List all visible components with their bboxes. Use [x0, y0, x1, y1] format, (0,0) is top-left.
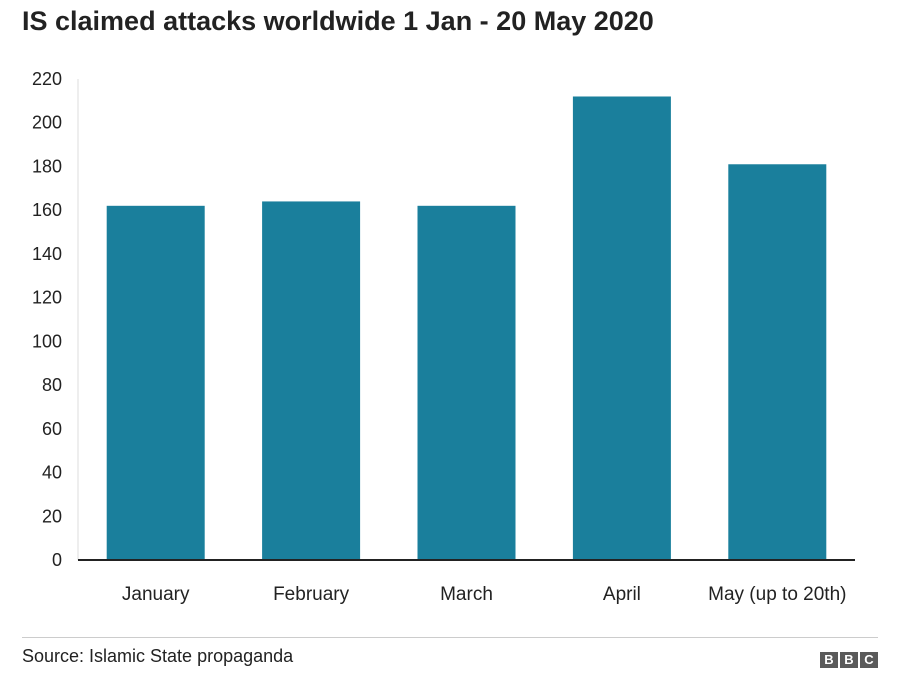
x-tick-label: January — [122, 584, 190, 605]
bars — [106, 96, 827, 561]
x-axis-labels: January February March April May (up to 20th… — [122, 584, 847, 605]
y-tick-label: 220 — [32, 69, 62, 89]
y-tick-label: 160 — [32, 200, 62, 220]
y-tick-label: 140 — [32, 244, 62, 264]
bar-february — [262, 201, 361, 560]
y-tick-label: 120 — [32, 288, 62, 308]
y-tick-label: 20 — [42, 506, 62, 526]
y-tick-label: 100 — [32, 331, 62, 351]
bbc-logo-block: B — [820, 652, 838, 668]
chart-title: IS claimed attacks worldwide 1 Jan - 20 … — [22, 6, 654, 36]
bar-april — [572, 96, 671, 560]
bar-march — [417, 205, 516, 561]
bar-may — [728, 164, 827, 560]
y-tick-label: 0 — [52, 550, 62, 570]
bbc-logo: B B C — [820, 652, 878, 668]
x-tick-label: April — [603, 584, 641, 605]
y-tick-label: 60 — [42, 419, 62, 439]
bbc-logo-block: B — [840, 652, 858, 668]
source-note: Source: Islamic State propaganda — [22, 646, 294, 666]
x-tick-label: May (up to 20th) — [708, 584, 846, 605]
footer-divider — [22, 637, 878, 638]
x-tick-label: February — [273, 584, 350, 605]
y-tick-label: 40 — [42, 463, 62, 483]
x-tick-label: March — [440, 584, 493, 605]
bar-january — [106, 205, 205, 561]
y-tick-label: 80 — [42, 375, 62, 395]
y-tick-label: 200 — [32, 113, 62, 133]
bbc-logo-block: C — [860, 652, 878, 668]
y-axis-ticks: 0 20 40 60 80 100 120 140 160 180 200 220 — [32, 69, 62, 570]
y-tick-label: 180 — [32, 156, 62, 176]
